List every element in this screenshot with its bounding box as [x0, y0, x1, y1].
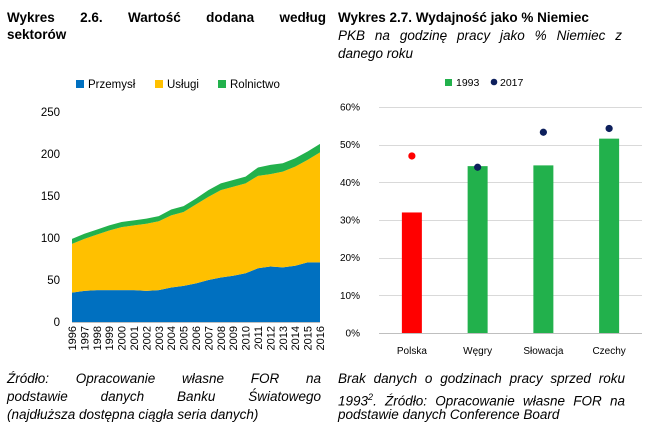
- y-tick-label-250: 250: [41, 107, 60, 119]
- bar-1993-węgry: [467, 166, 488, 333]
- x-tick-label-2004: 2004: [166, 326, 178, 350]
- y-tick-label-50pct: 50%: [340, 140, 360, 151]
- left-source-line3: (najdłuższa dostępna ciągła seria danych…: [7, 407, 259, 422]
- dot-2017-polska: [408, 152, 416, 160]
- right-source-year: 1993: [338, 393, 369, 409]
- y-tick-label-30pct: 30%: [340, 216, 360, 227]
- bar-1993-polska: [401, 212, 422, 333]
- x-tick-label-1996: 1996: [67, 326, 79, 350]
- x-tick-label-2002: 2002: [141, 326, 153, 350]
- legend-swatch-1993: [445, 79, 452, 86]
- right-source-text: . Źródło: Opracowanie własne FOR na: [373, 393, 625, 409]
- y-tick-label-10pct: 10%: [340, 291, 360, 302]
- left-source-line2: podstawie danych Banku Światowego: [7, 389, 321, 404]
- dot-2017-węgry: [474, 163, 482, 171]
- legend-label-uslugi: Usługi: [167, 79, 199, 91]
- x-tick-label-2014: 2014: [290, 326, 302, 350]
- x-tick-label-2016: 2016: [315, 326, 327, 350]
- legend-label-przemysl: Przemysł: [88, 79, 136, 91]
- x-tick-label-1999: 1999: [104, 326, 116, 350]
- right-chart-subtitle-line2: danego roku: [338, 46, 414, 61]
- y-tick-label-20pct: 20%: [340, 253, 360, 264]
- bar-1993-słowacja: [533, 165, 554, 333]
- x-tick-label-czechy: Czechy: [592, 346, 625, 357]
- x-tick-label-polska: Polska: [397, 346, 427, 357]
- x-tick-label-2010: 2010: [241, 326, 253, 350]
- legend-swatch-rolnictwo: [218, 80, 226, 88]
- x-tick-label-węgry: Węgry: [463, 346, 492, 357]
- left-chart-title-line2: sektorów: [7, 27, 67, 42]
- area-uslugi: [72, 152, 320, 293]
- x-tick-label-2005: 2005: [179, 326, 191, 350]
- left-source-line1: Źródło: Opracowanie własne FOR na: [7, 371, 321, 386]
- legend-label-rolnictwo: Rolnictwo: [230, 79, 280, 91]
- x-tick-label-1998: 1998: [92, 326, 104, 350]
- y-tick-label-60pct: 60%: [340, 103, 360, 114]
- right-source-line3: podstawie danych Conference Board: [338, 407, 560, 422]
- y-tick-label-0: 0: [54, 317, 60, 329]
- x-tick-label-2013: 2013: [278, 326, 290, 350]
- right-source-line2: 19932. Źródło: Opracowanie własne FOR na: [338, 388, 625, 411]
- y-tick-label-100: 100: [41, 233, 60, 245]
- dot-2017-czechy: [605, 124, 613, 133]
- dot-2017-słowacja: [539, 128, 547, 136]
- left-chart-title-line1: Wykres 2.6. Wartość dodana według: [7, 10, 326, 25]
- x-tick-label-1997: 1997: [79, 326, 91, 350]
- x-tick-label-2012: 2012: [265, 326, 277, 350]
- legend-marker-2017: [490, 78, 498, 86]
- x-tick-label-2009: 2009: [228, 326, 240, 350]
- legend-swatch-uslugi: [155, 80, 163, 88]
- x-tick-label-2000: 2000: [117, 326, 129, 350]
- right-chart-subtitle-line1: PKB na godzinę pracy jako % Niemiec z: [338, 28, 622, 43]
- y-tick-label-200: 200: [41, 149, 60, 161]
- x-tick-label-2006: 2006: [191, 326, 203, 350]
- y-tick-label-150: 150: [41, 191, 60, 203]
- right-source-line1: Brak danych o godzinach pracy sprzed rok…: [338, 371, 625, 386]
- area-rolnictwo: [72, 143, 320, 244]
- x-tick-label-2001: 2001: [129, 326, 141, 350]
- x-tick-label-2015: 2015: [303, 326, 315, 350]
- right-source-footnote: 2: [368, 392, 374, 402]
- bar-1993-czechy: [599, 138, 620, 333]
- y-tick-label-50: 50: [47, 275, 60, 287]
- legend-label-2017: 2017: [500, 77, 524, 89]
- y-tick-label-40pct: 40%: [340, 178, 360, 189]
- x-tick-label-słowacja: Słowacja: [523, 346, 563, 357]
- right-bar-chart: 1993 2017 0% 10% 20% 30% 40% 50% 60% Polska Węgry S…: [340, 77, 642, 357]
- legend-label-1993: 1993: [456, 77, 480, 89]
- area-przemysl: [72, 262, 320, 322]
- left-area-chart: Przemysł Usługi Rolnictwo 0 50 100 150 200 250 19…: [41, 79, 327, 350]
- x-tick-label-2003: 2003: [154, 326, 166, 350]
- legend-swatch-przemysl: [76, 80, 84, 88]
- x-tick-label-2008: 2008: [216, 326, 228, 350]
- right-chart-title: Wykres 2.7. Wydajność jako % Niemiec: [338, 10, 589, 25]
- y-tick-label-0pct: 0%: [346, 329, 361, 340]
- x-tick-label-2011: 2011: [253, 326, 265, 350]
- x-tick-label-2007: 2007: [203, 326, 215, 350]
